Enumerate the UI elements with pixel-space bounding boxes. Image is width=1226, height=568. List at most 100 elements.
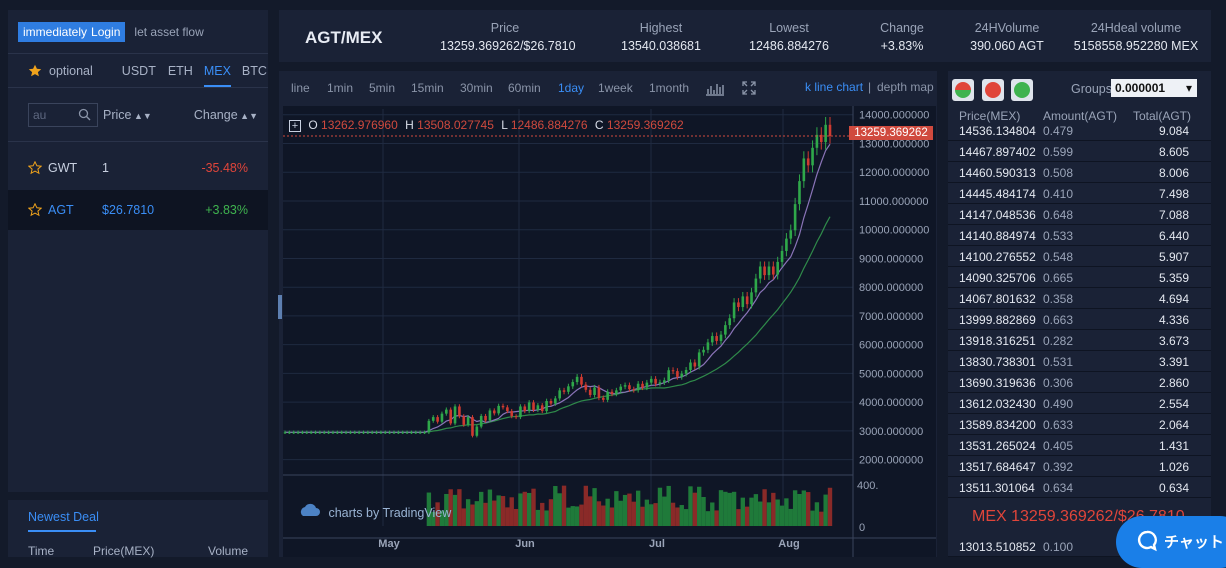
ask-row[interactable]: 13589.834200 0.633 2.064 (948, 414, 1211, 435)
ask-total: 3.673 (1158, 334, 1189, 348)
groups-select[interactable]: 0.000001 (1111, 79, 1197, 97)
candle-body (458, 406, 461, 417)
ask-price: 14467.897402 (959, 145, 1036, 159)
sort-change[interactable]: Change ▲▼ (194, 108, 258, 122)
interval-5min[interactable]: 5min (369, 81, 396, 95)
add-indicator-icon[interactable]: + (289, 120, 301, 132)
kline-chart-link[interactable]: k line chart (805, 80, 864, 94)
ask-price: 13589.834200 (959, 418, 1036, 432)
ask-total: 1.026 (1158, 460, 1189, 474)
candle-body (754, 278, 758, 293)
price-tick-label: 11000.000000 (859, 196, 929, 208)
ask-row[interactable]: 13517.684647 0.392 1.026 (948, 456, 1211, 477)
candle-body (479, 415, 483, 427)
volume-bar (574, 506, 580, 526)
tab-eth[interactable]: ETH (167, 63, 193, 78)
date-tick-label: Aug (778, 538, 799, 550)
ask-row[interactable]: 14467.897402 0.599 8.605 (948, 141, 1211, 162)
sell-side-toggle[interactable] (982, 79, 1004, 101)
tab-mex[interactable]: MEX (203, 63, 232, 87)
depth-map-link[interactable]: depth map (877, 80, 934, 94)
volume-bar (522, 491, 527, 526)
indicators-icon[interactable] (705, 80, 725, 96)
login-button[interactable]: immediately Login (18, 21, 126, 42)
chat-button[interactable]: チャット (1116, 516, 1226, 568)
both-sides-toggle[interactable] (952, 79, 974, 101)
volume-bar (727, 492, 732, 526)
candle-body (296, 432, 300, 434)
ask-row[interactable]: 14460.590313 0.508 8.006 (948, 162, 1211, 183)
ask-amount: 0.663 (1043, 313, 1074, 327)
sort-price[interactable]: Price ▲▼ (103, 108, 152, 122)
left-edge-handle[interactable] (278, 295, 282, 319)
candle-body (357, 432, 361, 434)
ask-row[interactable]: 14536.134804 0.479 9.084 (948, 120, 1211, 141)
col-price: Price(MEX) (93, 544, 155, 558)
candle-body (706, 342, 710, 350)
ohlc-open: 13262.976960 (321, 118, 398, 132)
ask-row[interactable]: 13612.032430 0.490 2.554 (948, 393, 1211, 414)
volume-bar (801, 490, 807, 526)
ask-row[interactable]: 14140.884974 0.533 6.440 (948, 225, 1211, 246)
candle-body (693, 362, 697, 367)
candle-body (375, 432, 378, 434)
ask-row[interactable]: 13531.265024 0.405 1.431 (948, 435, 1211, 456)
market-list-header: au Price ▲▼ Change ▲▼ (8, 88, 268, 142)
star-outline-icon[interactable] (28, 161, 42, 175)
volume-bar (426, 492, 432, 526)
fullscreen-icon[interactable] (741, 80, 757, 96)
ask-amount: 0.634 (1043, 481, 1074, 495)
candle-body (610, 391, 614, 394)
asset-flow-link[interactable]: let asset flow (134, 24, 204, 39)
market-row-gwt[interactable]: GWT 1 -35.48% (8, 148, 268, 188)
ask-row[interactable]: 13690.319636 0.306 2.860 (948, 372, 1211, 393)
interval-1week[interactable]: 1week (598, 81, 633, 95)
interval-line[interactable]: line (291, 81, 310, 95)
interval-15min[interactable]: 15min (411, 81, 444, 95)
ask-row[interactable]: 14100.276552 0.548 5.907 (948, 246, 1211, 267)
ask-row[interactable]: 13999.882869 0.663 4.336 (948, 309, 1211, 330)
candle-body (636, 383, 640, 391)
interval-1day[interactable]: 1day (558, 81, 585, 95)
ask-row[interactable]: 14090.325706 0.665 5.359 (948, 267, 1211, 288)
candle-body (575, 376, 579, 383)
ask-total: 2.064 (1158, 418, 1189, 432)
interval-1min[interactable]: 1min (327, 81, 354, 95)
ask-row[interactable]: 14067.801632 0.358 4.694 (948, 288, 1211, 309)
ask-row[interactable]: 14445.484174 0.410 7.498 (948, 183, 1211, 204)
search-input[interactable]: au (28, 102, 98, 127)
interval-1month[interactable]: 1month (649, 81, 690, 95)
market-row-agt[interactable]: AGT $26.7810 +3.83% (8, 190, 268, 230)
volume-bar (596, 501, 602, 526)
volume-bar (518, 493, 523, 526)
tab-btc[interactable]: BTC (241, 63, 267, 78)
ask-amount: 0.599 (1043, 145, 1074, 159)
ask-row[interactable]: 13830.738301 0.531 3.391 (948, 351, 1211, 372)
interval-60min[interactable]: 60min (508, 81, 541, 95)
tradingview-chart[interactable]: 14000.000000 13000.000000 12000.000000 1100… (283, 106, 936, 557)
stat-change: Change +3.83% (862, 21, 942, 53)
candle-body (423, 432, 426, 434)
candle-body (510, 411, 514, 417)
date-tick-label: Jun (515, 538, 535, 550)
tab-optional[interactable]: optional (49, 63, 93, 78)
price-tick-label: 3000.000000 (859, 426, 923, 438)
volume-bar (657, 487, 663, 526)
buy-side-toggle[interactable] (1011, 79, 1033, 101)
star-outline-icon[interactable] (28, 203, 42, 217)
chart-background (283, 106, 936, 557)
candle-body (615, 390, 618, 394)
ask-amount: 0.548 (1043, 250, 1074, 264)
volume-bar (492, 500, 497, 526)
interval-30min[interactable]: 30min (460, 81, 493, 95)
tab-usdt[interactable]: USDT (121, 63, 156, 78)
login-bar: immediately Login let asset flow (8, 10, 268, 54)
candle-body (619, 386, 623, 391)
candle-body (379, 432, 383, 434)
candlestick-chart[interactable]: 14000.000000 13000.000000 12000.000000 1100… (283, 106, 936, 557)
ask-row[interactable]: 13918.316251 0.282 3.673 (948, 330, 1211, 351)
ask-row[interactable]: 13511.301064 0.634 0.634 (948, 477, 1211, 498)
newest-deal-title[interactable]: Newest Deal (28, 510, 99, 524)
ohlc-c-label: C (594, 118, 604, 132)
ask-row[interactable]: 14147.048536 0.648 7.088 (948, 204, 1211, 225)
